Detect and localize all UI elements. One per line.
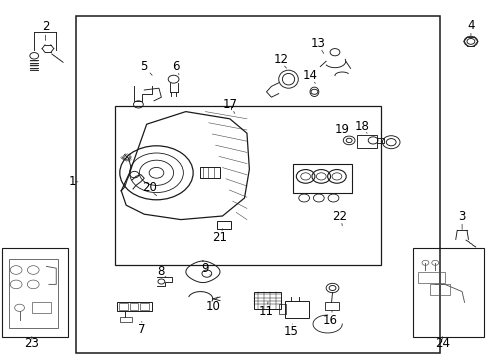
Bar xyxy=(2,248,68,337)
Text: 12: 12 xyxy=(273,53,288,66)
Bar xyxy=(412,248,483,337)
Bar xyxy=(119,303,127,310)
Text: 5: 5 xyxy=(140,60,148,73)
Text: 16: 16 xyxy=(322,314,337,327)
Text: 10: 10 xyxy=(205,300,220,312)
Bar xyxy=(356,135,376,148)
Bar xyxy=(140,303,149,310)
Text: 24: 24 xyxy=(434,337,449,350)
Text: 15: 15 xyxy=(283,325,298,338)
Bar xyxy=(200,167,220,178)
Bar xyxy=(254,292,281,309)
Text: 23: 23 xyxy=(24,337,39,350)
Text: 9: 9 xyxy=(201,262,209,275)
Bar xyxy=(32,302,51,313)
Bar xyxy=(129,303,138,310)
Bar xyxy=(417,272,444,283)
Text: 22: 22 xyxy=(332,210,346,222)
Bar xyxy=(279,304,285,314)
Bar xyxy=(429,284,449,295)
Text: 21: 21 xyxy=(212,231,227,244)
Text: 1: 1 xyxy=(68,175,76,188)
Bar xyxy=(293,164,351,193)
Text: 18: 18 xyxy=(354,120,368,132)
Text: 7: 7 xyxy=(138,323,145,336)
Bar xyxy=(216,221,231,229)
Bar xyxy=(120,317,132,322)
Bar xyxy=(376,138,383,143)
Text: 13: 13 xyxy=(310,37,325,50)
Bar xyxy=(285,301,308,318)
Bar xyxy=(325,302,338,310)
Text: 19: 19 xyxy=(334,123,349,136)
Bar xyxy=(115,106,381,265)
Text: 20: 20 xyxy=(142,181,156,194)
Bar xyxy=(117,302,151,311)
Text: 4: 4 xyxy=(466,19,474,32)
Text: 6: 6 xyxy=(172,60,180,73)
Polygon shape xyxy=(121,112,249,220)
Text: 3: 3 xyxy=(457,210,465,222)
Text: 17: 17 xyxy=(222,98,237,111)
Text: 8: 8 xyxy=(157,265,165,278)
Bar xyxy=(76,16,439,353)
Bar xyxy=(9,259,58,328)
Text: 14: 14 xyxy=(303,69,317,82)
Text: 11: 11 xyxy=(259,305,273,318)
Text: 2: 2 xyxy=(41,21,49,33)
